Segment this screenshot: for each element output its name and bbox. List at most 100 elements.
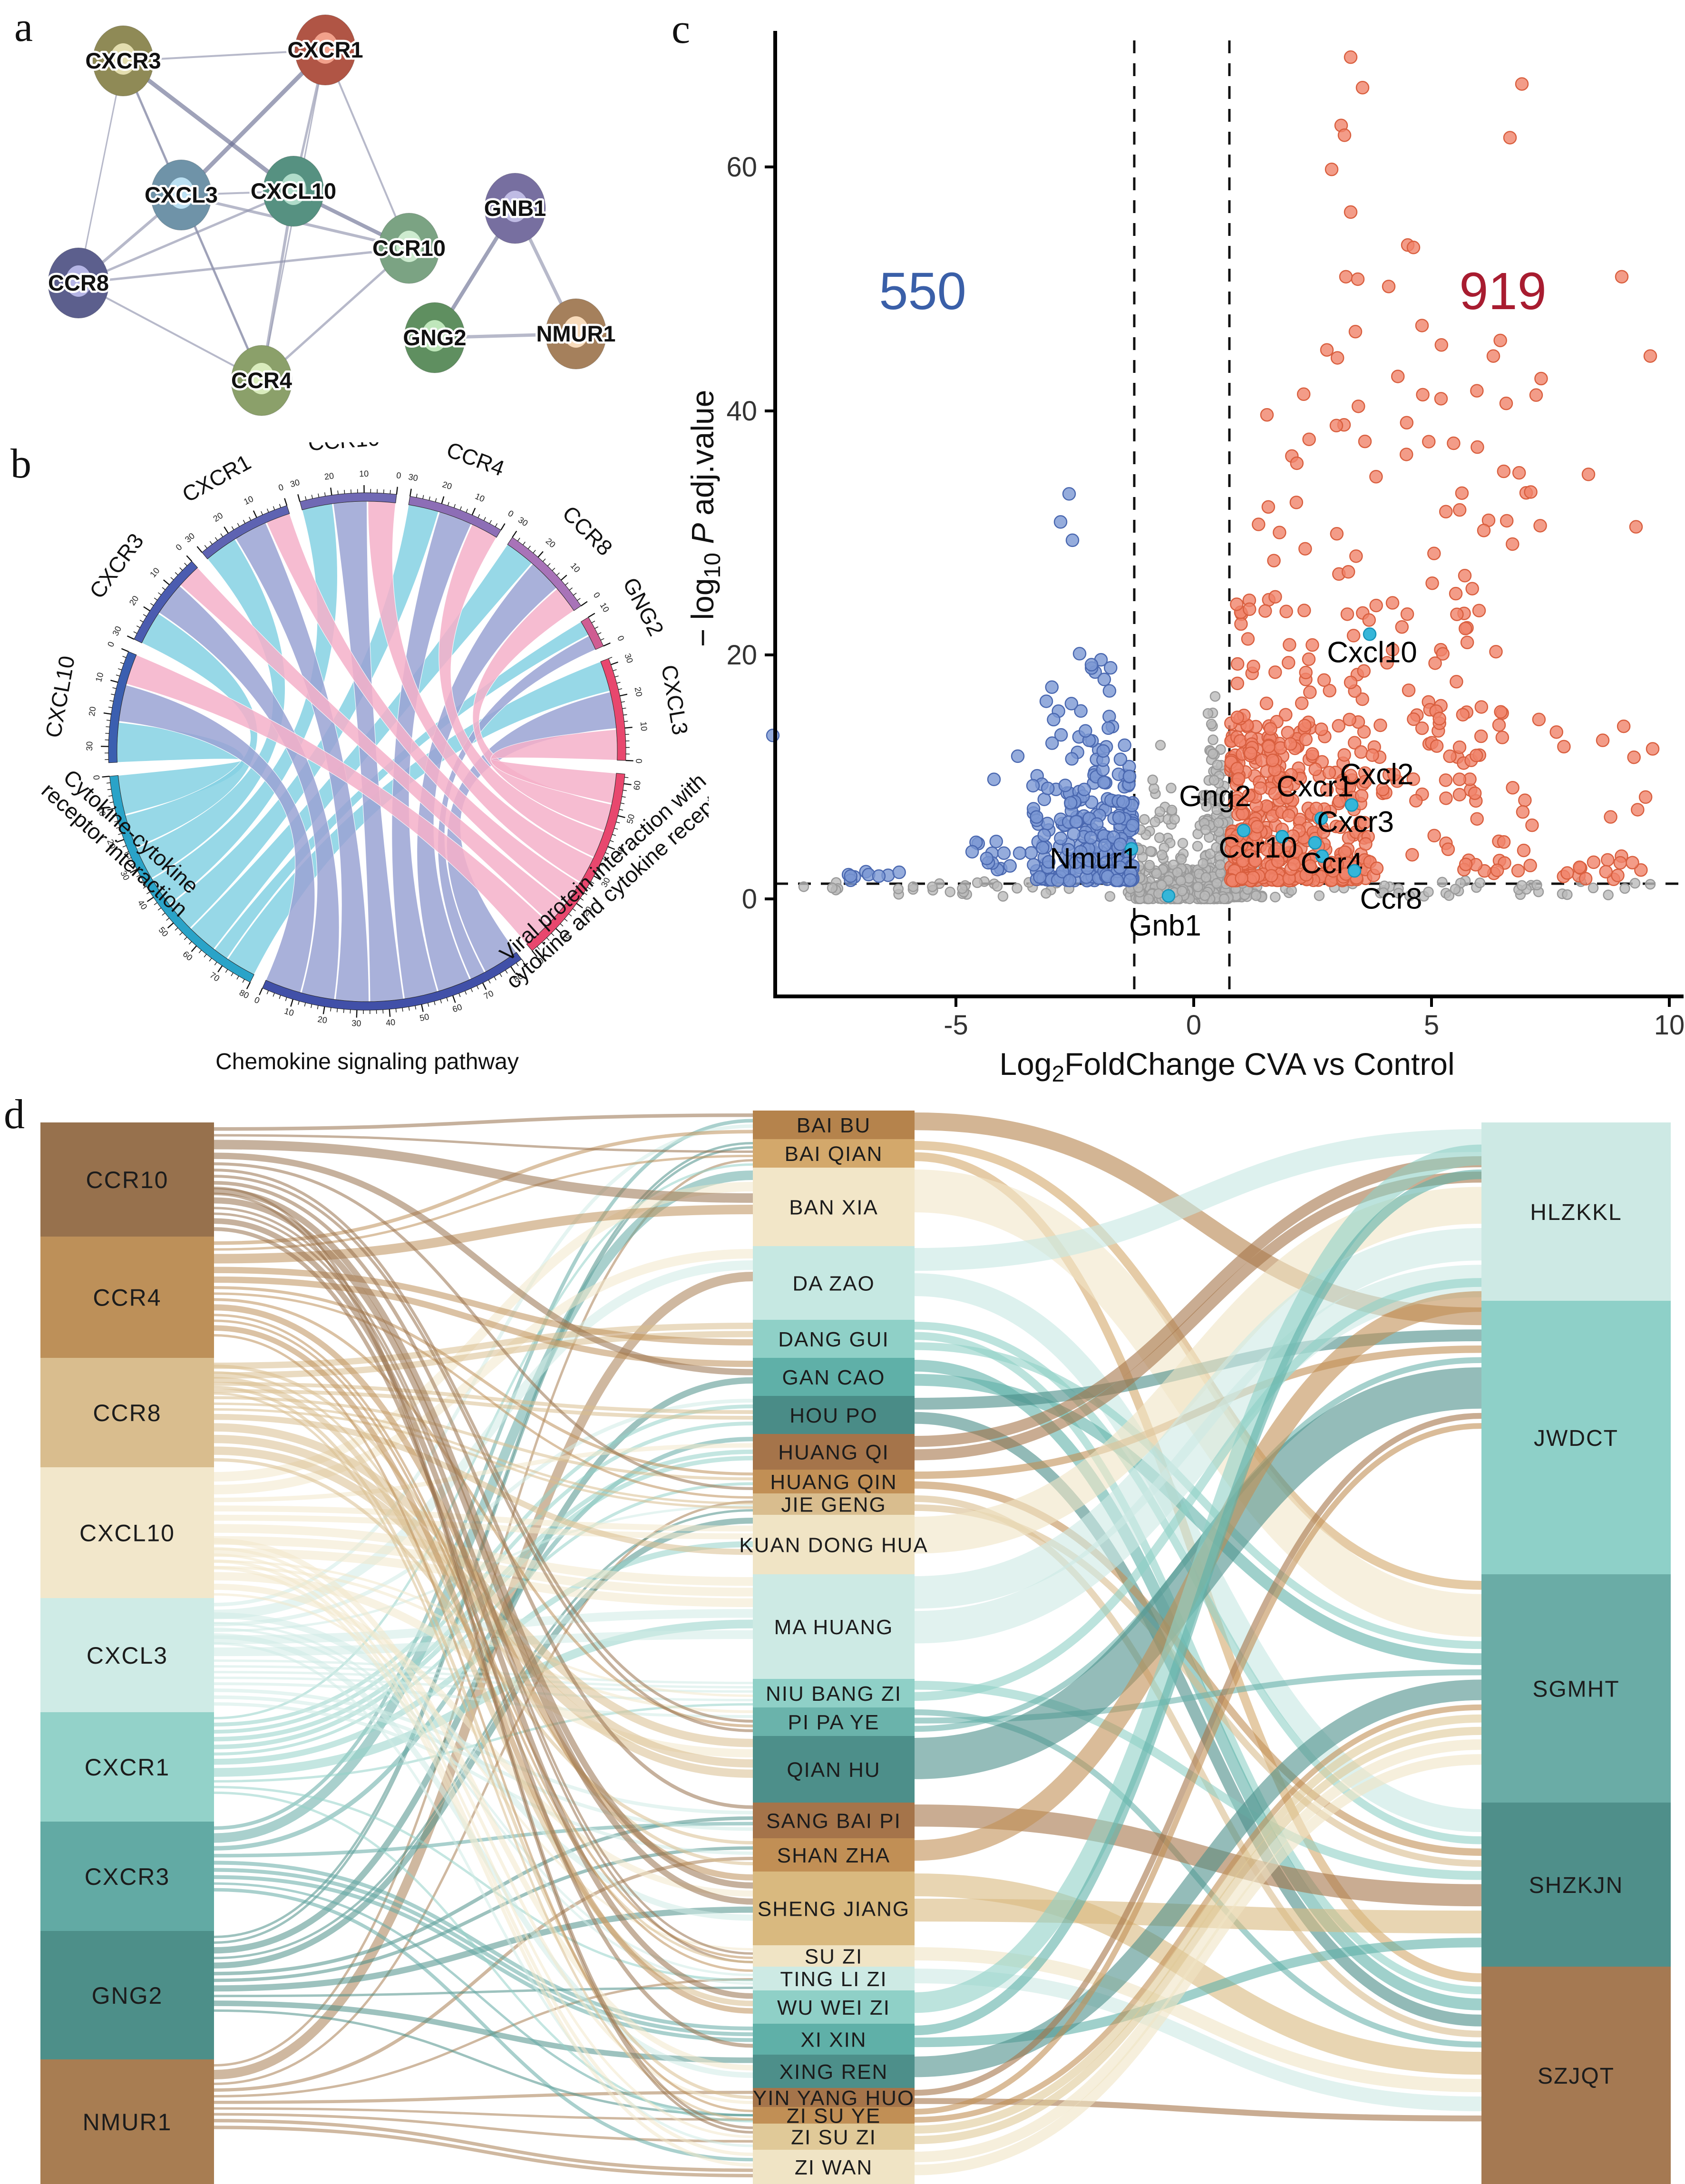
sankey-flow-herb-formula: [914, 1754, 1482, 2175]
chord-tick: [112, 687, 117, 689]
volcano-point-ns: [827, 882, 838, 894]
volcano-point-down: [1074, 845, 1088, 859]
sankey-flow-herb-formula: [914, 1704, 1482, 2123]
volcano-point-up: [1516, 805, 1530, 819]
volcano-point-down: [1027, 858, 1041, 872]
volcano-point-ns: [1200, 872, 1212, 883]
volcano-point-up: [1231, 772, 1246, 786]
volcano-point-up: [1460, 635, 1474, 649]
volcano-point-up: [1512, 466, 1526, 480]
volcano-point-up: [1638, 790, 1653, 804]
chord-arc: [580, 617, 604, 650]
volcano-point-down: [1037, 828, 1051, 842]
sankey-node-herb: [753, 1967, 915, 1990]
chord-tick-label: 10: [283, 1006, 295, 1018]
chord-tick: [184, 563, 187, 566]
chord-tick: [318, 493, 320, 497]
volcano-point-up: [1271, 854, 1285, 868]
chord-tick: [471, 507, 476, 516]
volcano-point-up: [1332, 719, 1345, 733]
volcano-point-up: [1604, 810, 1617, 824]
volcano-point-up: [1499, 396, 1513, 410]
volcano-point-ns: [798, 881, 809, 892]
volcano-point-up: [1230, 794, 1244, 808]
network-node-inner: [110, 43, 136, 75]
volcano-y-axis-title: − log10 P adj.value: [685, 390, 725, 647]
volcano-point-up: [1268, 665, 1282, 679]
volcano-point-down: [1122, 770, 1137, 783]
volcano-point-up: [1295, 696, 1309, 710]
sankey-flow-gene-herb: [214, 1325, 753, 2014]
sankey-flow-gene-herb: [214, 1175, 753, 1732]
chord-tick: [402, 1007, 403, 1012]
panel-b-letter: b: [10, 441, 31, 487]
chord-gene-label: CCR4: [443, 442, 508, 481]
volcano-point-up: [1596, 733, 1610, 747]
network-edge: [122, 49, 326, 62]
chord-tick-label: 30: [623, 652, 635, 664]
volcano-gene-point: [1308, 836, 1322, 850]
chord-tick: [590, 881, 594, 884]
volcano-point-ns: [1200, 824, 1211, 835]
volcano-point-up: [1305, 638, 1319, 652]
sankey-flow-herb-formula: [914, 1726, 1482, 2145]
volcano-point-ns: [1206, 719, 1217, 730]
sankey-flow-gene-herb: [214, 1559, 753, 2156]
chord-tick: [117, 839, 124, 843]
chord-tick: [179, 932, 183, 936]
volcano-point-up: [1357, 664, 1371, 678]
network-edge: [121, 58, 296, 194]
chord-tick: [322, 1006, 325, 1014]
chord-tick: [343, 1009, 344, 1013]
chord-tick: [533, 550, 536, 554]
chord-tick-label: 0: [396, 470, 401, 480]
volcano-point-up: [1358, 775, 1372, 789]
chord-tick: [317, 1005, 319, 1010]
volcano-point-up: [1334, 776, 1348, 790]
volcano-point-up: [1456, 708, 1470, 722]
sankey-node-formula: [1481, 1122, 1671, 1301]
chord-tick: [162, 913, 166, 916]
chord-tick: [594, 875, 601, 880]
volcano-point-down: [1030, 810, 1043, 824]
volcano-point-up: [1452, 503, 1467, 517]
volcano-point-up: [1447, 436, 1461, 450]
sankey-node-gene-label: CCR4: [93, 1285, 161, 1311]
volcano-point-down: [1126, 819, 1140, 832]
volcano-point-down: [844, 869, 857, 883]
volcano-point-up: [1601, 853, 1615, 867]
network-edge: [260, 247, 410, 382]
volcano-point-up: [1296, 387, 1311, 401]
sankey-node-herb: [753, 1470, 915, 1493]
sankey-node-formula: [1481, 1574, 1671, 1803]
volcano-point-ns: [1151, 868, 1162, 879]
network-edge: [78, 60, 124, 284]
chord-tick-label: 0: [615, 634, 626, 642]
sankey-flow-gene-herb: [214, 1197, 753, 1905]
volcano-point-ns: [1209, 691, 1221, 702]
chord-tick-label: 0: [106, 640, 116, 648]
sankey-node-herb: [753, 1736, 915, 1803]
chord-tick: [105, 732, 109, 734]
volcano-point-ns: [1450, 884, 1461, 895]
volcano-point-up: [1354, 789, 1369, 803]
chord-tick: [556, 572, 560, 576]
volcano-point-up: [1317, 673, 1331, 687]
volcano-point-down: [1074, 704, 1088, 718]
volcano-point-up: [1282, 656, 1295, 670]
chord-tick: [421, 1004, 424, 1012]
volcano-point-ns: [1404, 890, 1415, 902]
chord-tick: [111, 693, 115, 695]
chord-tick-label: 30: [516, 515, 530, 528]
volcano-point-ns: [1208, 748, 1218, 760]
volcano-point-up: [1387, 768, 1401, 781]
volcano-point-up: [1284, 737, 1297, 751]
volcano-point-ns: [1139, 814, 1150, 825]
volcano-point-down: [1024, 846, 1038, 860]
chord-tick: [122, 656, 127, 658]
tspan: 2: [1052, 1062, 1064, 1087]
chord-tick: [157, 907, 162, 911]
sankey-node-herb: [753, 1246, 915, 1320]
chord-tick: [279, 504, 281, 508]
tspan: adj.value: [685, 390, 720, 516]
